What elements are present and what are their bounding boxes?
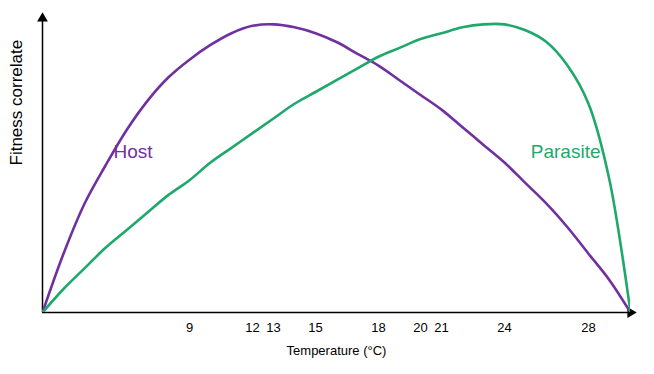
svg-text:Host: Host	[114, 141, 154, 162]
svg-text:20: 20	[413, 320, 427, 335]
svg-text:13: 13	[266, 320, 280, 335]
svg-text:9: 9	[186, 320, 193, 335]
svg-text:Fitness correlate: Fitness correlate	[7, 40, 26, 166]
svg-text:18: 18	[371, 320, 385, 335]
svg-text:12: 12	[245, 320, 259, 335]
svg-text:21: 21	[434, 320, 448, 335]
svg-text:Parasite: Parasite	[531, 141, 601, 162]
svg-text:15: 15	[308, 320, 322, 335]
svg-text:28: 28	[581, 320, 595, 335]
svg-text:24: 24	[497, 320, 511, 335]
svg-text:Temperature (°C): Temperature (°C)	[287, 343, 387, 358]
